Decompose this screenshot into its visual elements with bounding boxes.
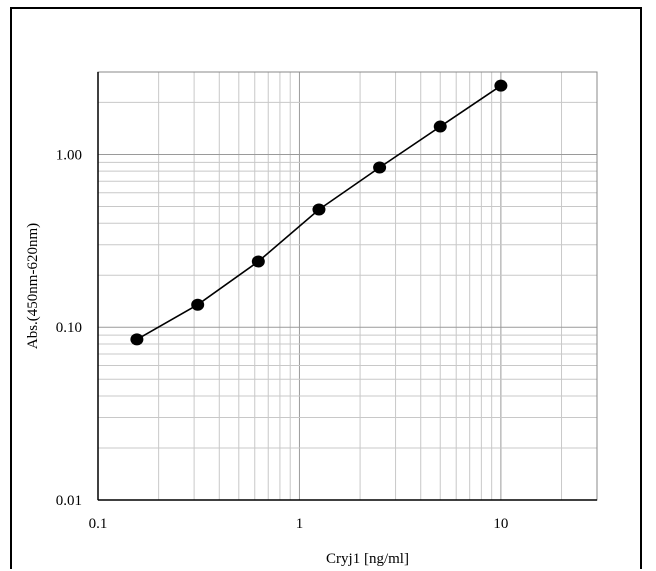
data-point <box>433 120 447 133</box>
x-tick-label: 0.1 <box>89 516 108 532</box>
y-tick-label: 1.00 <box>56 147 82 163</box>
figure-frame <box>10 7 642 569</box>
x-tick-label: 10 <box>493 516 508 532</box>
data-point <box>312 203 326 216</box>
x-tick-label: 1 <box>296 516 304 532</box>
grid <box>97 71 598 501</box>
data-point <box>373 161 387 174</box>
data-points <box>130 79 508 346</box>
y-tick-label: 0.01 <box>56 493 82 509</box>
data-point <box>251 255 265 268</box>
data-point <box>130 333 144 346</box>
plot-area <box>97 71 598 501</box>
tick-labels: 0.1 1 10 0.01 0.10 1.00 <box>56 147 509 532</box>
y-axis-label: Abs.(450nm-620nm) <box>25 223 41 349</box>
x-axis-label: Cryj1 [ng/ml] <box>326 551 409 567</box>
y-tick-label: 0.10 <box>56 320 82 336</box>
axes <box>97 72 597 501</box>
data-point <box>494 79 508 92</box>
data-point <box>191 298 205 311</box>
